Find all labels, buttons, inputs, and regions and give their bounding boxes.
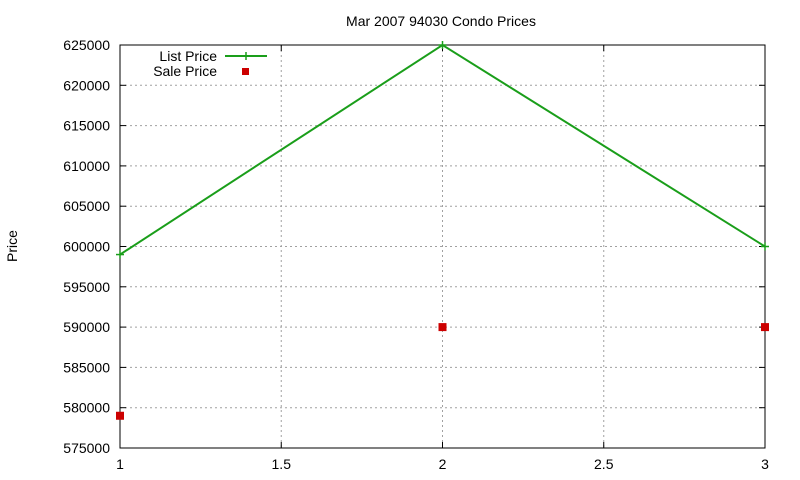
- chart-title: Mar 2007 94030 Condo Prices: [346, 13, 536, 29]
- y-tick-label: 585000: [63, 359, 110, 375]
- legend-marker-list-price: [242, 52, 250, 60]
- series-layer: [116, 41, 769, 420]
- data-point-list-price: [761, 242, 769, 251]
- y-tick-label: 615000: [63, 118, 110, 134]
- y-tick-label: 605000: [63, 198, 110, 214]
- x-tick-label: 2: [439, 456, 447, 472]
- y-tick-label: 625000: [63, 37, 110, 53]
- legend-marker-sale-price: [242, 68, 249, 75]
- data-point-sale-price: [116, 411, 124, 420]
- x-tick-label: 2.5: [594, 456, 614, 472]
- x-tick-label: 3: [761, 456, 769, 472]
- axis-tick-labels: 1 1.5 2 2.5 3 575000 580000 585000 590000 595000 6…: [63, 37, 769, 472]
- y-tick-label: 580000: [63, 400, 110, 416]
- y-tick-label: 620000: [63, 77, 110, 93]
- y-tick-label: 595000: [63, 279, 110, 295]
- x-tick-label: 1: [116, 456, 124, 472]
- x-tick-label: 1.5: [272, 456, 292, 472]
- legend: List Price Sale Price: [153, 48, 267, 79]
- y-axis-label: Price: [4, 230, 20, 262]
- data-point-sale-price: [438, 323, 447, 332]
- data-point-list-price: [438, 41, 447, 49]
- legend-label-list-price: List Price: [159, 48, 217, 64]
- grid: [120, 45, 765, 448]
- y-tick-label: 610000: [63, 158, 110, 174]
- data-point-list-price: [116, 250, 124, 259]
- y-tick-label: 600000: [63, 239, 110, 255]
- y-tick-label: 590000: [63, 319, 110, 335]
- data-point-sale-price: [761, 323, 769, 332]
- legend-label-sale-price: Sale Price: [153, 63, 217, 79]
- y-tick-label: 575000: [63, 440, 110, 456]
